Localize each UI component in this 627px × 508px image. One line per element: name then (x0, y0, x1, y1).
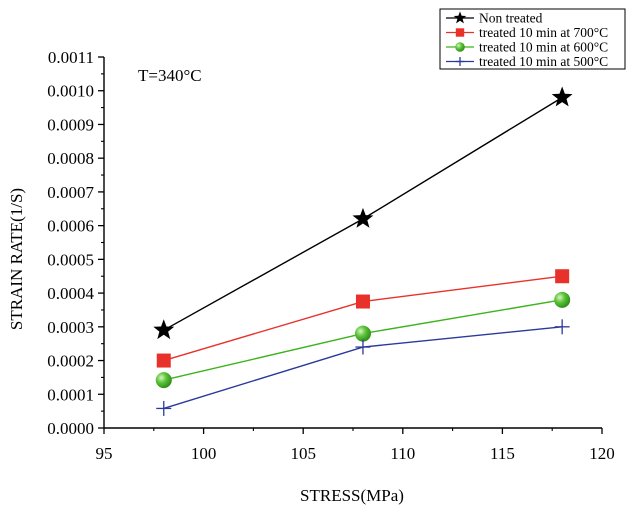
series-4-point (156, 400, 172, 416)
x-tick-label: 95 (96, 444, 113, 463)
series-3-point (354, 325, 371, 342)
temperature-annotation: T=340°C (138, 66, 202, 85)
legend-box (439, 8, 626, 70)
y-tick-label: 0.0007 (47, 183, 94, 202)
y-axis: 0.0000 0.0001 0.0002 0.0003 0.0004 0.0005 0.00… (47, 48, 104, 438)
y-tick-label: 0.0011 (48, 48, 94, 67)
y-tick-label: 0.0002 (47, 352, 94, 371)
series-4-point (355, 339, 371, 355)
x-tick-label: 100 (191, 444, 217, 463)
series-3-point (554, 291, 571, 308)
legend-label: treated 10 min at 700°C (479, 25, 608, 40)
series-1-point (352, 207, 374, 228)
y-tick-label: 0.0008 (47, 149, 94, 168)
series-1-point (551, 86, 573, 107)
y-tick-label: 0.0003 (47, 318, 94, 337)
legend-label: treated 10 min at 500°C (479, 54, 608, 69)
y-tick-label: 0.0009 (47, 115, 94, 134)
series-markers (153, 86, 573, 416)
legend-marker (453, 11, 467, 24)
y-tick-label: 0.0000 (47, 419, 94, 438)
legend-label: treated 10 min at 600°C (479, 40, 608, 55)
y-tick-label: 0.0006 (47, 217, 94, 236)
y-axis-title: STRAIN RATE(1/S) (7, 188, 26, 330)
y-tick-label: 0.0001 (47, 385, 94, 404)
y-tick-label: 0.0005 (47, 250, 94, 269)
series-lines (163, 96, 563, 410)
legend-label: Non treated (479, 11, 543, 26)
x-tick-label: 110 (390, 444, 415, 463)
plot-area (103, 57, 602, 429)
y-tick-label: 0.0004 (47, 284, 94, 303)
legend-marker (455, 28, 465, 37)
legend-marker (455, 57, 465, 66)
x-axis: 95 100 105 110 115 120 (96, 428, 615, 463)
x-tick-label: 120 (589, 444, 615, 463)
series-3-point (155, 372, 172, 389)
x-tick-label: 105 (290, 444, 316, 463)
legend-marker (455, 42, 465, 52)
x-tick-label: 115 (490, 444, 515, 463)
series-2-point (156, 353, 171, 368)
x-axis-title: STRESS(MPa) (300, 486, 404, 505)
series-2-point (555, 269, 570, 284)
y-tick-label: 0.0010 (47, 82, 94, 101)
series-1-point (153, 319, 175, 340)
series-2-point (355, 294, 370, 309)
series-4-point (554, 319, 570, 335)
